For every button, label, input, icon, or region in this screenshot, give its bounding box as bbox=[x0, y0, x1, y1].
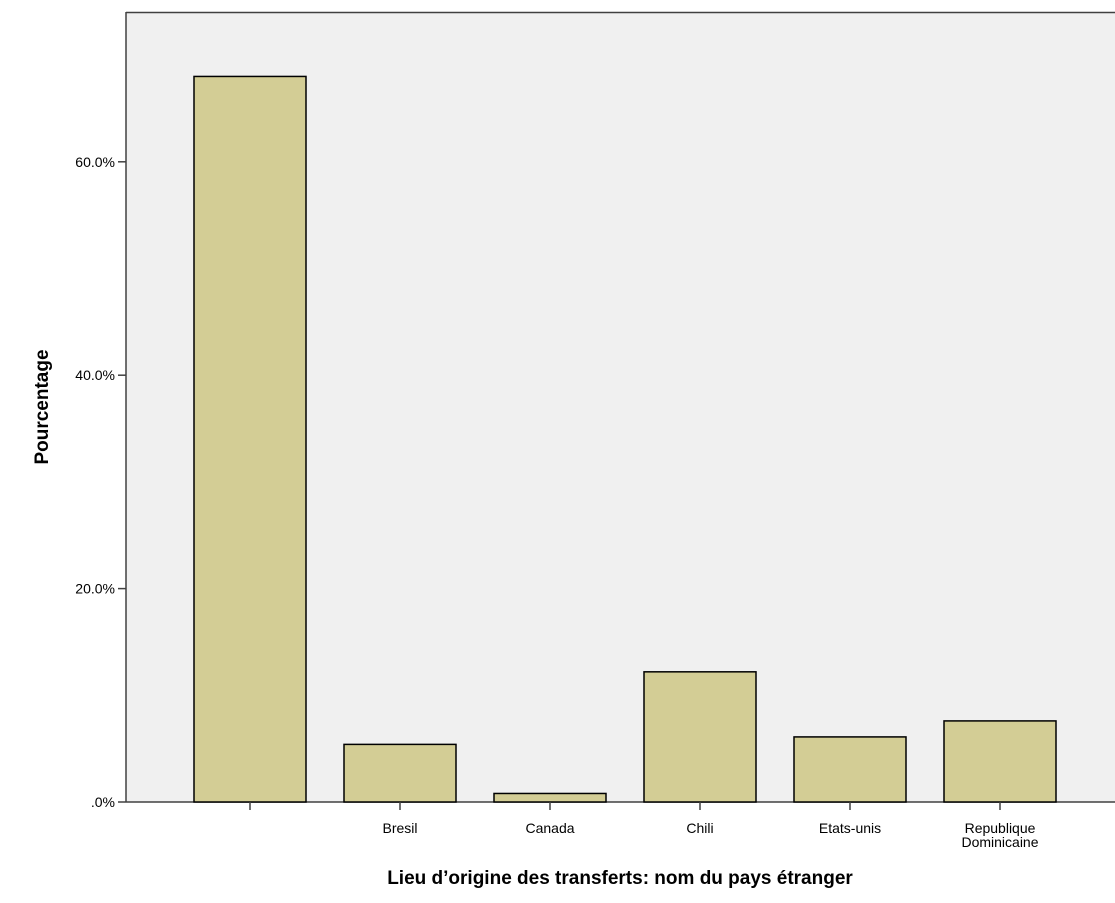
bar-2 bbox=[493, 792, 607, 803]
y-ticks: .0% 20.0% 40.0% 60.0% bbox=[75, 154, 126, 810]
bars bbox=[193, 75, 1057, 803]
x-tick-label: Dominicaine bbox=[961, 834, 1038, 850]
bar-0 bbox=[193, 75, 307, 803]
x-tick-label: Chili bbox=[686, 820, 713, 836]
bar-1 bbox=[343, 743, 457, 803]
x-ticks: Bresil Canada Chili Etats-unis RepubliqueDom… bbox=[249, 802, 1039, 850]
y-axis-title: Pourcentage bbox=[32, 349, 53, 464]
y-tick-label: 60.0% bbox=[75, 154, 115, 170]
x-axis-title: Lieu d’origine des transferts: nom du pa… bbox=[387, 868, 853, 889]
x-tick-label: Canada bbox=[525, 820, 574, 836]
bar-3 bbox=[643, 671, 757, 803]
bar-5 bbox=[943, 720, 1057, 803]
bar-4 bbox=[793, 736, 907, 803]
y-tick-label: .0% bbox=[91, 794, 115, 810]
y-tick-label: 20.0% bbox=[75, 581, 115, 597]
y-tick-label: 40.0% bbox=[75, 367, 115, 383]
x-tick-label: Republique bbox=[965, 820, 1036, 836]
x-tick-label: Etats-unis bbox=[819, 820, 881, 836]
x-tick-label: Bresil bbox=[382, 820, 417, 836]
